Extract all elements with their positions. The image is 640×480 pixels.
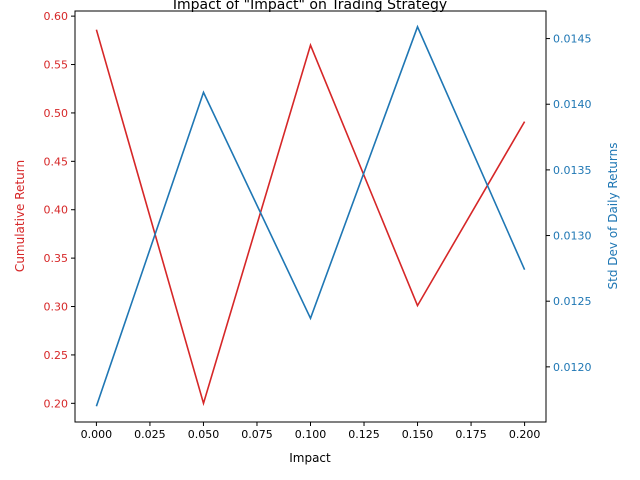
chart-title: Impact of "Impact" on Trading Strategy	[173, 0, 447, 13]
y-right-tick-label: 0.0140	[553, 98, 592, 111]
y-left-tick-label: 0.30	[44, 301, 69, 314]
plot-area	[95, 24, 526, 407]
y-left-tick-label: 0.45	[44, 155, 69, 168]
x-tick-label: 0.125	[348, 428, 380, 441]
y-left-tick-label: 0.20	[44, 397, 69, 410]
std-dev-series-line	[95, 24, 526, 407]
y-left-tick-label: 0.50	[44, 107, 69, 120]
y-axis-right: 0.0120 0.0125 0.0130 0.0135 0.0140 0.0145	[546, 33, 592, 374]
y-left-tick-label: 0.40	[44, 204, 69, 217]
y-right-tick-label: 0.0130	[553, 230, 592, 243]
x-tick-label: 0.050	[188, 428, 220, 441]
cumulative-return-series-line	[95, 29, 526, 407]
y-axis-label-right: Std Dev of Daily Returns	[606, 143, 620, 290]
x-tick-label: 0.150	[402, 428, 434, 441]
x-tick-label: 0.175	[455, 428, 487, 441]
y-right-tick-label: 0.0120	[553, 361, 592, 374]
x-tick-label: 0.200	[509, 428, 541, 441]
x-tick-label: 0.075	[241, 428, 273, 441]
y-left-tick-label: 0.35	[44, 252, 69, 265]
x-axis-label: Impact	[289, 451, 331, 465]
y-left-tick-label: 0.25	[44, 349, 69, 362]
y-left-tick-label: 0.55	[44, 59, 69, 72]
y-right-tick-label: 0.0135	[553, 164, 592, 177]
x-axis: 0.000 0.025 0.050 0.075 0.100 0.125 0.150 0.175…	[81, 422, 541, 441]
x-tick-label: 0.025	[134, 428, 166, 441]
x-tick-label: 0.100	[295, 428, 327, 441]
y-right-tick-label: 0.0145	[553, 33, 592, 46]
y-axis-label-left: Cumulative Return	[13, 160, 27, 272]
y-right-tick-label: 0.0125	[553, 295, 592, 308]
x-tick-label: 0.000	[81, 428, 113, 441]
y-axis-left: 0.20 0.25 0.30 0.35 0.40 0.45 0.50 0.55 0.60	[44, 10, 75, 410]
y-left-tick-label: 0.60	[44, 10, 69, 23]
